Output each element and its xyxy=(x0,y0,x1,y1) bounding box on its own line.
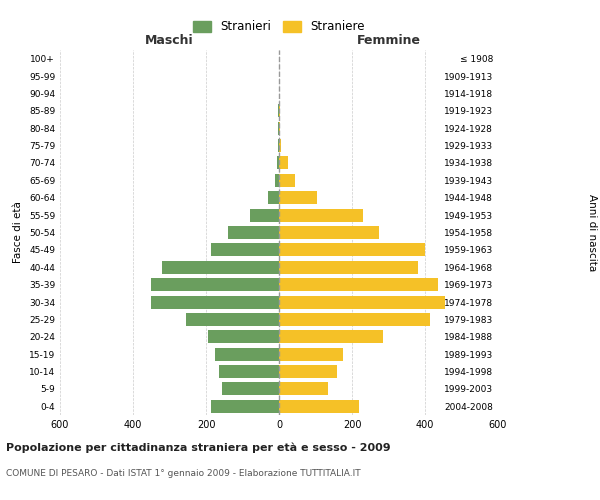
Bar xyxy=(279,348,343,360)
Bar xyxy=(278,139,279,152)
Bar xyxy=(279,296,445,308)
Bar xyxy=(279,278,438,291)
Bar xyxy=(151,278,279,291)
Bar xyxy=(277,156,279,170)
Bar xyxy=(279,174,295,187)
Bar xyxy=(279,244,425,256)
Y-axis label: Fasce di età: Fasce di età xyxy=(13,202,23,264)
Bar xyxy=(279,313,430,326)
Text: Maschi: Maschi xyxy=(145,34,194,46)
Bar xyxy=(151,296,279,308)
Bar xyxy=(279,104,280,118)
Text: Femmine: Femmine xyxy=(356,34,421,46)
Bar xyxy=(186,313,279,326)
Bar xyxy=(219,365,279,378)
Bar xyxy=(279,365,337,378)
Bar xyxy=(268,191,279,204)
Bar xyxy=(275,174,279,187)
Bar xyxy=(162,260,279,274)
Bar xyxy=(211,244,279,256)
Bar xyxy=(208,330,279,344)
Bar xyxy=(279,139,281,152)
Bar xyxy=(279,156,288,170)
Bar xyxy=(279,382,328,396)
Bar xyxy=(279,260,418,274)
Text: Anni di nascita: Anni di nascita xyxy=(587,194,597,271)
Bar xyxy=(228,226,279,239)
Bar xyxy=(250,208,279,222)
Bar xyxy=(279,122,280,134)
Bar xyxy=(279,208,363,222)
Bar xyxy=(278,122,279,134)
Bar xyxy=(279,191,317,204)
Bar xyxy=(223,382,279,396)
Text: COMUNE DI PESARO - Dati ISTAT 1° gennaio 2009 - Elaborazione TUTTITALIA.IT: COMUNE DI PESARO - Dati ISTAT 1° gennaio… xyxy=(6,469,361,478)
Bar xyxy=(211,400,279,413)
Bar xyxy=(279,400,359,413)
Bar xyxy=(278,104,279,118)
Bar xyxy=(215,348,279,360)
Bar xyxy=(279,226,379,239)
Bar xyxy=(279,330,383,344)
Text: Popolazione per cittadinanza straniera per età e sesso - 2009: Popolazione per cittadinanza straniera p… xyxy=(6,442,391,453)
Legend: Stranieri, Straniere: Stranieri, Straniere xyxy=(188,16,370,38)
